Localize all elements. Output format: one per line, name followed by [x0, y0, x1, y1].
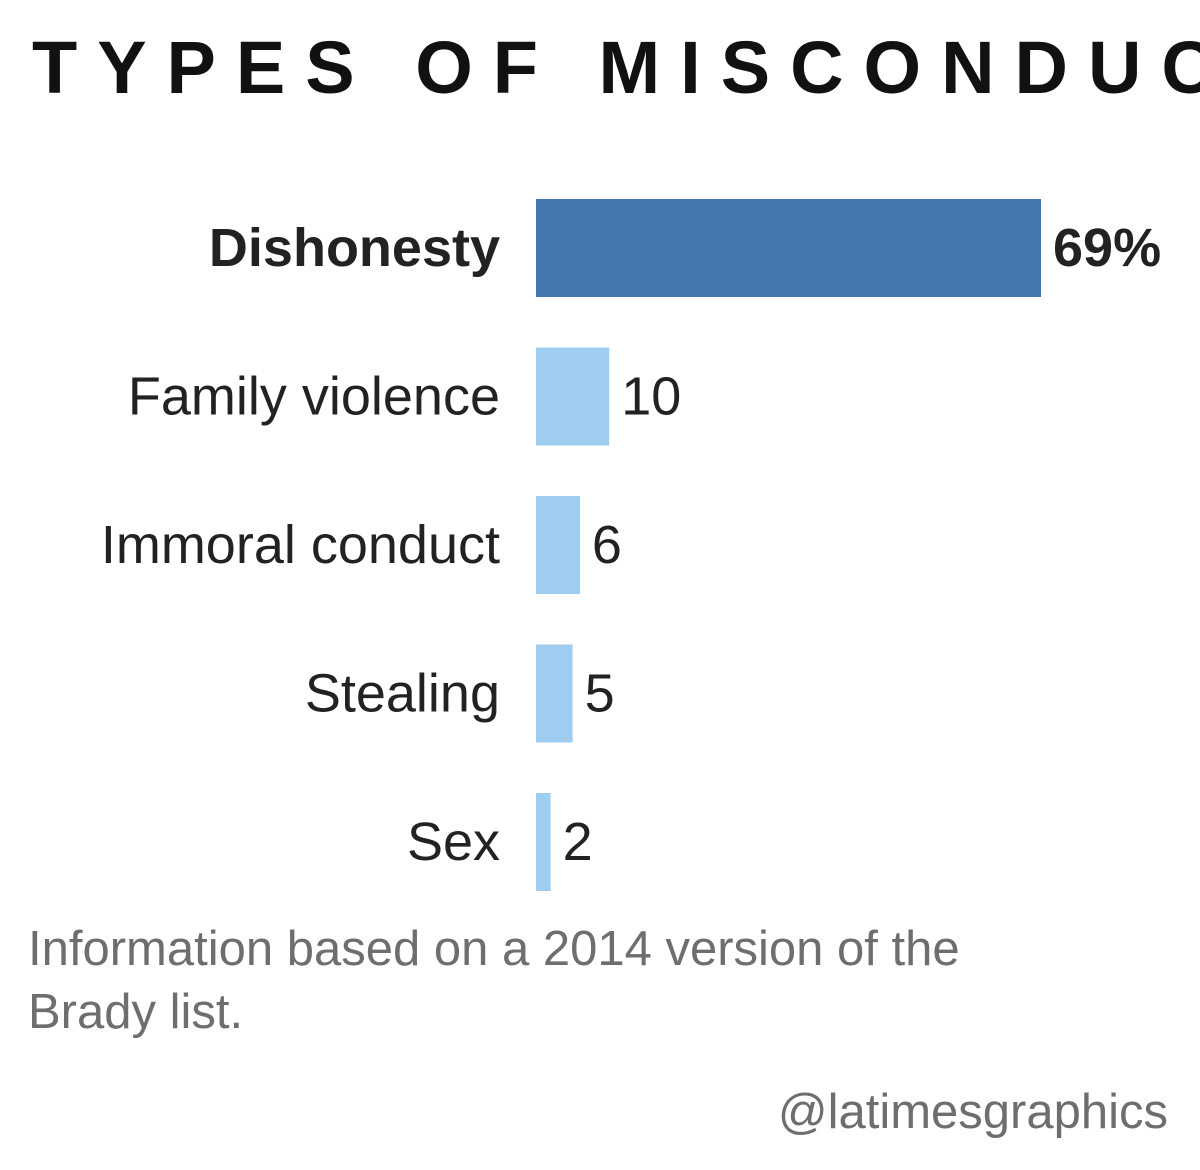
- bar-stealing: [536, 644, 573, 743]
- bar-chart: Dishonesty 69% Family violence 10 Immoral co…: [101, 199, 1161, 891]
- bar-family-violence: [536, 347, 610, 446]
- bar-sex: [536, 793, 551, 891]
- category-label-family-violence: Family violence: [128, 367, 500, 427]
- category-label-immoral-conduct: Immoral conduct: [101, 515, 500, 575]
- value-label-sex: 2: [563, 812, 593, 872]
- category-label-dishonesty: Dishonesty: [209, 218, 500, 278]
- chart-title: TYPES OF MISCONDUCT: [32, 28, 1200, 108]
- category-label-stealing: Stealing: [305, 664, 500, 724]
- footnote: Information based on a 2014 version of t…: [28, 922, 960, 1039]
- category-label-sex: Sex: [407, 812, 500, 872]
- credit-line: @latimesgraphics: [777, 1085, 1168, 1139]
- value-label-stealing: 5: [585, 664, 615, 724]
- bar-immoral-conduct: [536, 496, 580, 594]
- bar-dishonesty: [536, 199, 1041, 297]
- value-label-family-violence: 10: [621, 367, 681, 427]
- value-label-immoral-conduct: 6: [592, 515, 622, 575]
- value-label-dishonesty: 69%: [1053, 218, 1161, 278]
